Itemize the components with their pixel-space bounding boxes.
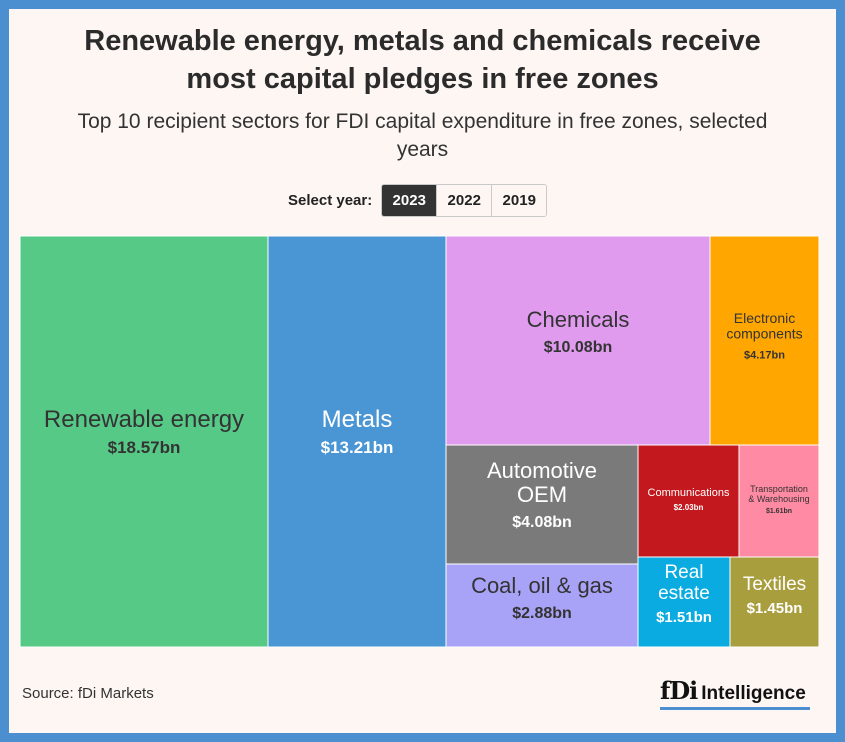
year-selector-label: Select year: [288,192,373,209]
source-note: Source: fDi Markets [22,685,154,702]
treemap-label-chemicals: Chemicals [527,307,630,332]
treemap-value-coal-oil-gas: $2.88bn [512,605,572,622]
treemap-value-chemicals: $10.08bn [544,339,612,356]
treemap-cell-communications[interactable]: Communications $2.03bn [637,444,740,558]
treemap-cell-textiles[interactable]: Textiles $1.45bn [729,556,820,648]
treemap-cell-coal-oil-gas[interactable]: Coal, oil & gas $2.88bn [445,563,639,648]
treemap-value-automotive-oem: $4.08bn [512,514,572,531]
year-button-2019[interactable]: 2019 [491,185,547,216]
treemap-label-transportation-warehousing: Transportation & Warehousing [748,484,809,504]
chart-subtitle: Top 10 recipient sectors for FDI capital… [30,108,815,164]
treemap-cell-automotive-oem[interactable]: Automotive OEM $4.08bn [445,444,639,565]
title-line-1: Renewable energy, metals and chemicals r… [84,25,761,57]
treemap-rect-coal-oil-gas [445,563,639,648]
treemap-cell-chemicals[interactable]: Chemicals $10.08bn [445,235,711,446]
logo-intelligence-text: Intelligence [701,683,806,704]
subtitle-line-2: years [396,138,449,161]
treemap-value-transportation-warehousing: $1.61bn [766,508,792,515]
treemap-cell-transportation-warehousing[interactable]: Transportation & Warehousing $1.61bn [738,444,820,558]
treemap-label-electronic-components: Electronic components [726,310,802,341]
treemap-label-metals: Metals [322,406,393,433]
year-button-2023[interactable]: 2023 [382,185,437,216]
treemap-rect-chemicals [445,235,711,446]
logo-fdi-text: fDi [660,676,698,705]
treemap-rect-textiles [729,556,820,648]
treemap-cell-renewable-energy[interactable]: Renewable energy $18.57bn [19,235,269,648]
treemap-value-electronic-components: $4.17bn [744,349,785,361]
logo-underline [660,707,810,710]
treemap-cell-metals[interactable]: Metals $13.21bn [267,235,447,648]
treemap-label-real-estate: Real estate [658,562,710,604]
subtitle-line-1: Top 10 recipient sectors for FDI capital… [77,110,768,133]
treemap-value-metals: $13.21bn [321,438,394,457]
treemap-label-automotive-oem: Automotive OEM [487,458,597,507]
year-selector: Select year: 2023 2022 2019 [288,184,548,217]
treemap-label-coal-oil-gas: Coal, oil & gas [471,573,613,598]
treemap-rect-electronic-components [709,235,820,446]
treemap-cell-electronic-components[interactable]: Electronic components $4.17bn [709,235,820,446]
treemap-value-renewable-energy: $18.57bn [108,438,181,457]
treemap-label-communications: Communications [648,487,730,499]
treemap-rect-communications [637,444,740,558]
treemap-rect-automotive-oem [445,444,639,565]
treemap-rect-transportation-warehousing [738,444,820,558]
year-button-group: 2023 2022 2019 [381,184,548,217]
treemap-value-communications: $2.03bn [674,503,704,512]
treemap-label-renewable-energy: Renewable energy [44,406,244,433]
title-line-2: most capital pledges in free zones [186,63,659,95]
treemap-label-textiles: Textiles [743,574,806,595]
treemap-value-textiles: $1.45bn [747,600,803,617]
year-button-2022[interactable]: 2022 [436,185,492,216]
treemap-cell-real-estate[interactable]: Real estate $1.51bn [637,556,731,648]
fdi-intelligence-logo: fDi Intelligence [660,676,810,710]
chart-title: Renewable energy, metals and chemicals r… [0,22,845,98]
treemap-rect-renewable-energy [19,235,269,648]
treemap-value-real-estate: $1.51bn [656,609,712,626]
treemap-rect-real-estate [637,556,731,648]
